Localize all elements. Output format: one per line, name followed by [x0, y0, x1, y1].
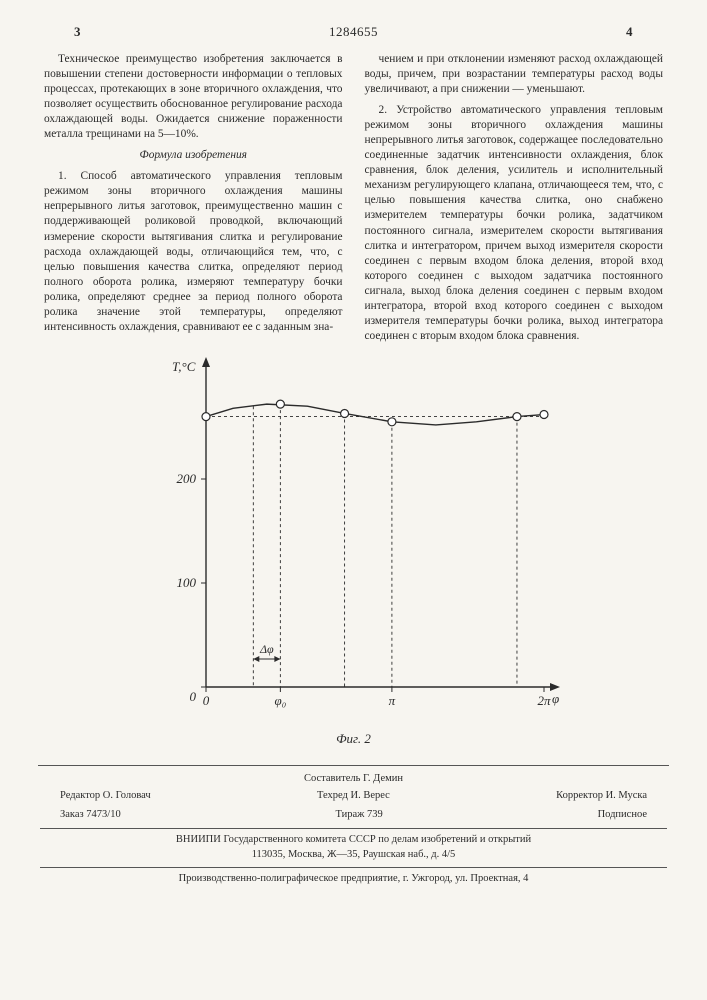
svg-text:Δφ: Δφ — [258, 642, 273, 656]
claim-2: 2. Устройство автоматического управления… — [365, 103, 664, 344]
svg-text:100: 100 — [176, 575, 196, 590]
document-number: 1284655 — [329, 24, 378, 39]
paragraph-advantage: Техническое преимущество изобретения зак… — [44, 52, 343, 142]
body-columns: Техническое преимущество изобретения зак… — [44, 52, 663, 345]
figure-caption: Фиг. 2 — [44, 731, 663, 747]
svg-text:0: 0 — [202, 693, 209, 708]
page-number-right: 4 — [626, 24, 633, 40]
svg-text:0: 0 — [189, 689, 196, 704]
footer-tirazh: Тираж 739 — [335, 808, 382, 823]
claims-title: Формула изобретения — [44, 148, 343, 163]
svg-text:T,°C: T,°C — [172, 359, 196, 374]
footer-print: Производственно-полиграфическое предприя… — [40, 872, 667, 887]
page-number-left: 3 — [74, 24, 81, 40]
footer-editor: Редактор О. Головач — [60, 789, 151, 804]
footer-compiler: Составитель Г. Демин — [40, 772, 667, 787]
claim-1a: 1. Способ автоматического управления теп… — [44, 169, 343, 335]
footer-block: Составитель Г. Демин Редактор О. Головач… — [0, 772, 707, 886]
svg-text:φ: φ — [552, 691, 559, 706]
footer-sub: Подписное — [598, 808, 647, 823]
page-header: 3 1284655 4 — [44, 24, 663, 44]
footer-order: Заказ 7473/10 — [60, 808, 121, 823]
chart-container: 100 200 T,°C φ 0 φ₀ π 2π Δφ 0 — [44, 349, 663, 729]
svg-text:φ₀: φ₀ — [274, 693, 286, 708]
footer-org: ВНИИПИ Государственного комитета СССР по… — [40, 833, 667, 848]
svg-text:π: π — [388, 693, 395, 708]
footer-techred: Техред И. Верес — [317, 789, 390, 804]
svg-text:200: 200 — [176, 471, 196, 486]
chart-figure: 100 200 T,°C φ 0 φ₀ π 2π Δφ 0 — [144, 349, 564, 729]
footer-address: 113035, Москва, Ж—35, Раушская наб., д. … — [40, 848, 667, 863]
svg-text:2π: 2π — [537, 693, 551, 708]
footer-corrector: Корректор И. Муска — [556, 789, 647, 804]
footer-separator — [38, 765, 669, 766]
claim-1b: чением и при отклонении изменяют расход … — [365, 52, 664, 97]
